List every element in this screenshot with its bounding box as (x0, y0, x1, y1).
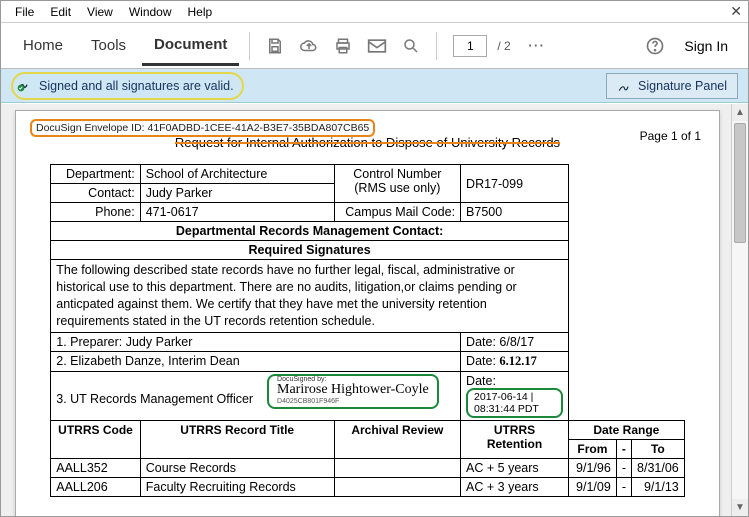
col-to: To (631, 439, 684, 458)
vertical-scrollbar[interactable]: ▲ ▼ (731, 104, 748, 516)
mail-icon[interactable] (362, 31, 392, 61)
dept-label: Department: (51, 165, 140, 184)
cell-dash: - (616, 477, 631, 496)
separator (436, 32, 437, 60)
toolbar: Home Tools Document 1 / 2 ⋯ Sign In (1, 23, 748, 69)
cell-to: 9/1/13 (631, 477, 684, 496)
menu-file[interactable]: File (7, 3, 42, 21)
sig-row3-label: 3. UT Records Management Officer (56, 392, 253, 406)
separator (249, 32, 250, 60)
page-indicator: Page 1 of 1 (640, 129, 701, 143)
overflow-icon[interactable]: ⋯ (521, 31, 551, 61)
cell-from: 9/1/96 (568, 458, 616, 477)
document-title: Request for Internal Authorization to Di… (30, 135, 705, 150)
print-icon[interactable] (328, 31, 358, 61)
sig-row1-label: 1. Preparer: Judy Parker (51, 332, 461, 351)
page-number-input[interactable]: 1 (453, 35, 487, 57)
phone-label: Phone: (51, 203, 140, 222)
table-row: AALL352 Course Records AC + 5 years 9/1/… (51, 458, 685, 477)
scroll-track[interactable] (732, 121, 748, 499)
scroll-down-icon[interactable]: ▼ (732, 499, 748, 516)
col-record-title: UTRRS Record Title (140, 420, 334, 458)
document-page: DocuSign Envelope ID: 41F0ADBD-1CEE-41A2… (15, 110, 720, 516)
required-signatures-header: Required Signatures (51, 241, 569, 260)
col-from: From (568, 439, 616, 458)
certification-paragraph: The following described state records ha… (51, 260, 569, 333)
cell-title: Faculty Recruiting Records (140, 477, 334, 496)
mailcode-label: Campus Mail Code: (334, 203, 460, 222)
cell-code: AALL352 (51, 458, 140, 477)
help-icon[interactable] (640, 31, 670, 61)
menu-edit[interactable]: Edit (42, 3, 79, 21)
table-row: AALL206 Faculty Recruiting Records AC + … (51, 477, 685, 496)
col-retention: UTRRS Retention (461, 420, 569, 458)
control-number-label: Control Number (RMS use only) (334, 165, 460, 203)
sig-row3-date: Date: 2017-06-14 | 08:31:44 PDT (461, 371, 569, 420)
tab-tools[interactable]: Tools (79, 27, 138, 64)
cell-code: AALL206 (51, 477, 140, 496)
sig-row1-date: Date: 6/8/17 (461, 332, 569, 351)
menu-bar: File Edit View Window Help ✕ (1, 1, 748, 23)
contact-label: Contact: (51, 184, 140, 203)
docusign-timestamp: 2017-06-14 | 08:31:44 PDT (466, 388, 563, 418)
tab-document[interactable]: Document (142, 26, 239, 66)
phone-value: 471-0617 (140, 203, 334, 222)
pen-icon (617, 79, 632, 93)
signature-status-text: Signed and all signatures are valid. (39, 79, 234, 93)
signature-status-bar: Signed and all signatures are valid. Sig… (1, 69, 748, 103)
header-table: Department: School of Architecture Contr… (50, 164, 685, 497)
control-number-value: DR17-099 (461, 165, 569, 203)
col-utrrs-code: UTRRS Code (51, 420, 140, 458)
menu-window[interactable]: Window (121, 3, 180, 21)
tab-home[interactable]: Home (11, 27, 75, 64)
sig-row3: 3. UT Records Management Officer DocuSig… (51, 371, 461, 420)
dept-value: School of Architecture (140, 165, 334, 184)
cell-dash: - (616, 458, 631, 477)
close-icon[interactable]: ✕ (730, 3, 742, 20)
cell-archival (334, 477, 460, 496)
mailcode-value: B7500 (461, 203, 569, 222)
scroll-thumb[interactable] (734, 123, 746, 243)
cell-title: Course Records (140, 458, 334, 477)
signature-status-badge: Signed and all signatures are valid. (11, 72, 244, 100)
scroll-up-icon[interactable]: ▲ (732, 104, 748, 121)
sig-row2-date: Date: 6.12.17 (461, 351, 569, 371)
cell-retention: AC + 5 years (461, 458, 569, 477)
search-icon[interactable] (396, 31, 426, 61)
sig-row2-label: 2. Elizabeth Danze, Interim Dean (51, 351, 461, 371)
signature-name: Marirose Hightower-Coyle (277, 382, 429, 397)
signature-panel-label: Signature Panel (638, 79, 727, 93)
signature-valid-icon (17, 76, 33, 96)
drmc-label: Departmental Records Management Contact: (51, 222, 569, 241)
cloud-upload-icon[interactable] (294, 31, 324, 61)
sign-in-link[interactable]: Sign In (674, 38, 738, 54)
page-count-label: / 2 (491, 39, 516, 53)
col-archival: Archival Review (334, 420, 460, 458)
cell-retention: AC + 3 years (461, 477, 569, 496)
cell-to: 8/31/06 (631, 458, 684, 477)
menu-help[interactable]: Help (180, 3, 221, 21)
contact-value: Judy Parker (140, 184, 334, 203)
col-date-range: Date Range (568, 420, 684, 439)
menu-view[interactable]: View (79, 3, 121, 21)
cell-archival (334, 458, 460, 477)
document-area: DocuSign Envelope ID: 41F0ADBD-1CEE-41A2… (1, 104, 748, 516)
cell-from: 9/1/09 (568, 477, 616, 496)
docusign-signature-stamp: DocuSigned by: Marirose Hightower-Coyle … (267, 374, 439, 409)
signature-panel-button[interactable]: Signature Panel (606, 73, 738, 99)
col-dash: - (616, 439, 631, 458)
save-icon[interactable] (260, 31, 290, 61)
